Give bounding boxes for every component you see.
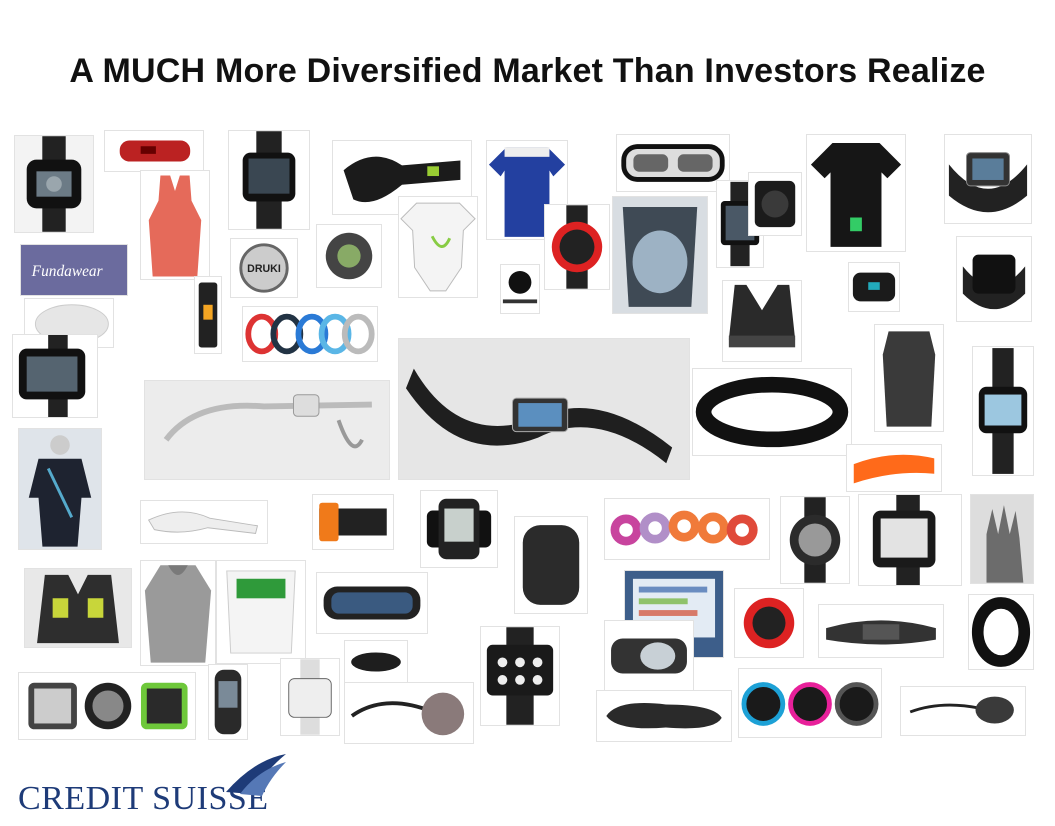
fitness-watch-image [312,494,394,550]
pebble-watch-image [420,490,498,568]
gps-watch-image [780,496,850,584]
black-band-image [848,262,900,312]
casio-watch-image [14,135,94,233]
clip-tracker-image [194,276,222,354]
black-watch-image [956,236,1032,322]
credit-suisse-logo: CREDIT SUISSE [18,752,288,818]
black-tshirt-image [806,134,906,252]
touch-glove-image [970,494,1034,584]
garmin-watch-image [858,494,962,586]
body-suit-image [18,428,102,550]
smartwatch-image [228,130,310,230]
boxy-watch-image [12,334,98,418]
app-watch-image [480,626,560,726]
fundawear-label: Fundawear [31,263,104,280]
red-watch-image [734,588,804,658]
druki-device-image: DRUKI [230,238,298,298]
headset-image [900,686,1026,736]
nixon-watches-image [738,668,882,738]
strap-image [818,604,944,658]
sports-tank-image [140,170,210,280]
phone-device-image [208,664,248,740]
hoodie-image [140,560,216,666]
google-glass-image [144,380,390,480]
recon-goggles-image [316,572,428,634]
credit-suisse-wordmark: CREDIT SUISSE [18,780,269,817]
armband-image [748,172,802,236]
iwatch-concept-image [398,338,690,480]
fitbit-flex-image [968,594,1034,670]
baby-onesie-image [398,196,478,298]
wrap-band-image [216,560,306,664]
metawatch-image [18,672,196,740]
earpiece-image [344,640,408,684]
fundawear-ad-image: Fundawear [20,244,128,296]
sensor-patch-image [316,224,382,288]
armband-sensor-image [604,620,694,694]
sail-icon [226,754,286,796]
red-band-image [104,130,204,172]
nike-fuelband-image: ..... [692,368,852,456]
pedometer-image [500,264,540,314]
clip-pod-image [514,516,588,614]
color-bands-image [242,306,378,362]
ski-goggles-image [616,134,730,192]
druki-label: DRUKI [247,263,281,275]
slide-title: A MUCH More Diversified Market Than Inve… [69,52,986,90]
compression-top-image [874,324,944,432]
chest-strap-device-image [612,196,708,314]
sensor-wrap-image [140,500,268,544]
pendant-image [344,682,474,744]
vest-image [24,568,132,648]
square-watch-image [280,658,340,736]
orange-band-image [846,444,942,492]
svg-text:.....: ..... [752,393,762,400]
digital-watch-image [972,346,1034,476]
sport-watch-image [544,204,610,290]
sports-bra-image [722,280,802,362]
insole-image [596,690,732,742]
tapeable-sensors-image [604,498,770,560]
wrist-display-image [944,134,1032,224]
